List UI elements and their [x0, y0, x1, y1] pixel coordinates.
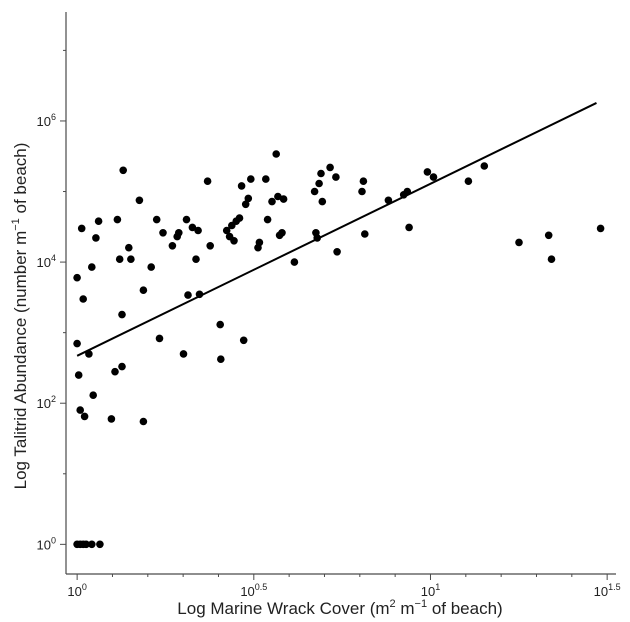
data-point [80, 412, 89, 421]
data-point [155, 334, 164, 343]
data-point [159, 229, 167, 237]
data-point [111, 367, 119, 376]
data-point [278, 229, 286, 237]
data-point [290, 258, 299, 266]
x-tick-label: 100 [67, 582, 86, 599]
y-ticks: 100 102 104 106 [37, 49, 66, 552]
data-point [96, 540, 104, 549]
data-point [152, 215, 161, 224]
data-point [423, 168, 432, 176]
data-point [464, 177, 473, 185]
data-point [310, 187, 319, 196]
data-point [77, 224, 86, 233]
data-point [118, 310, 126, 319]
data-point [89, 391, 97, 400]
data-point [147, 263, 155, 271]
data-point [262, 175, 270, 183]
data-point [119, 166, 127, 175]
data-point [480, 162, 489, 170]
axes [65, 12, 616, 575]
x-tick-label: 101.5 [594, 582, 621, 599]
data-point [139, 286, 148, 295]
data-point [268, 197, 276, 206]
data-point [216, 320, 224, 329]
y-tick-label: 106 [37, 112, 56, 129]
data-point [384, 196, 393, 205]
data-point [206, 242, 214, 250]
data-point [113, 215, 122, 224]
data-point [241, 200, 250, 209]
data-point [139, 417, 148, 426]
data-point [125, 243, 133, 252]
data-point [247, 175, 255, 183]
data-point [274, 192, 282, 201]
data-point [332, 173, 340, 181]
data-point [263, 215, 272, 224]
data-point [272, 150, 281, 158]
data-point [358, 187, 366, 196]
data-point [127, 255, 135, 263]
data-point [188, 223, 197, 232]
data-points [73, 150, 605, 549]
data-point [429, 173, 438, 181]
data-point [317, 169, 325, 178]
regression-line [76, 102, 597, 357]
data-point [175, 229, 183, 237]
data-point [94, 217, 103, 225]
data-point [118, 362, 126, 371]
data-point [73, 339, 81, 348]
data-point [184, 291, 192, 299]
data-point [318, 197, 327, 206]
data-point [115, 255, 124, 263]
data-point [82, 540, 90, 549]
data-point [179, 350, 188, 358]
x-axis-title: Log Marine Wrack Cover (m2 m−1 of beach) [177, 598, 502, 618]
data-point [107, 415, 116, 423]
data-point [315, 179, 323, 188]
data-point [359, 177, 368, 185]
data-point [279, 195, 288, 203]
data-point [222, 226, 231, 235]
data-point [135, 196, 144, 205]
x-tick-label: 100.5 [240, 582, 267, 599]
data-point [79, 295, 87, 303]
data-point [515, 238, 523, 247]
data-point [405, 223, 413, 232]
data-point [88, 540, 96, 549]
data-point [192, 255, 200, 263]
data-point [194, 226, 202, 235]
y-axis-title: Log Talitrid Abundance (number m−1 of be… [10, 143, 30, 490]
data-point [74, 371, 83, 379]
x-ticks: 100 100.5 101 101.5 [67, 574, 621, 599]
data-point [326, 163, 334, 172]
data-point [596, 224, 605, 233]
data-point [88, 263, 96, 271]
data-point [361, 230, 369, 238]
data-point [230, 237, 238, 245]
data-point [237, 182, 246, 190]
data-point [73, 273, 81, 282]
data-point [255, 238, 264, 247]
data-point [92, 234, 100, 242]
data-point [547, 255, 556, 263]
y-tick-label: 100 [37, 535, 56, 552]
y-tick-label: 104 [37, 253, 56, 270]
y-tick-label: 102 [37, 394, 56, 411]
data-point [217, 355, 225, 364]
data-point [333, 248, 341, 256]
data-point [544, 231, 553, 240]
data-point [244, 194, 253, 203]
data-point [235, 214, 244, 222]
data-point [76, 406, 84, 414]
data-point [182, 215, 191, 224]
x-tick-label: 101 [421, 582, 440, 599]
data-point [239, 336, 248, 345]
data-point [203, 177, 212, 185]
data-point [168, 242, 177, 250]
